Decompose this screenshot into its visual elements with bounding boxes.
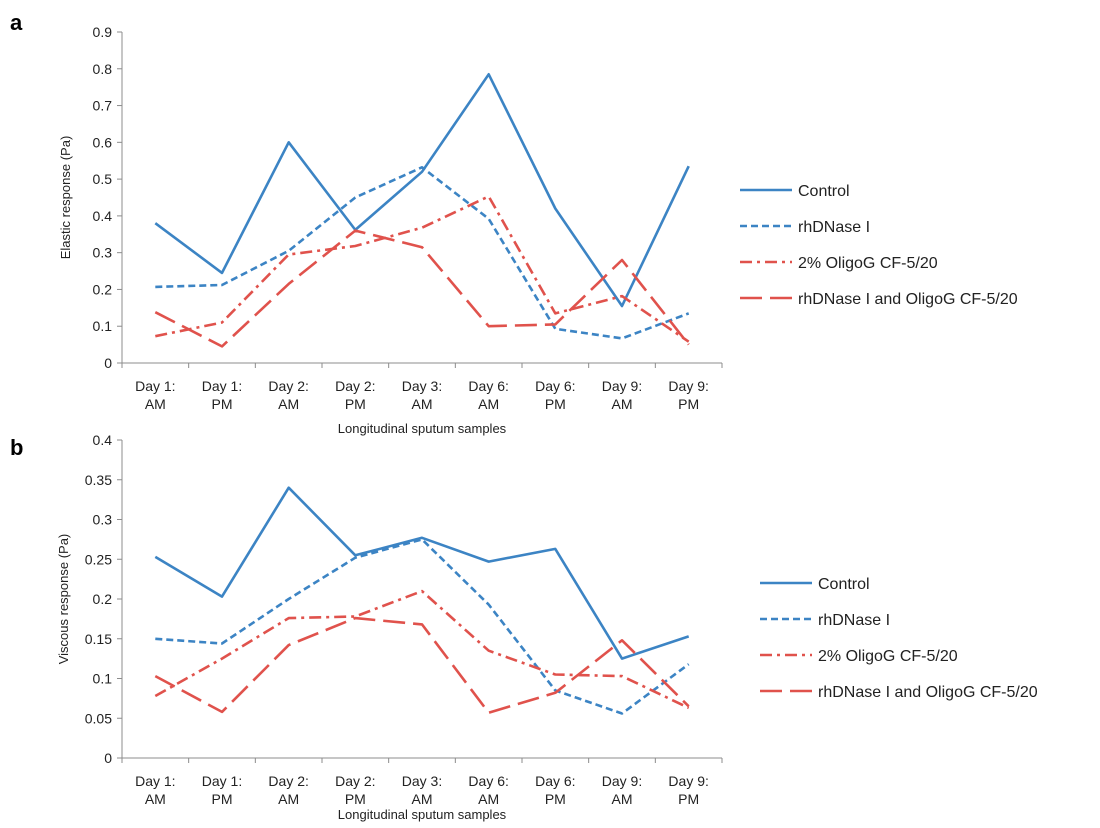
panel-a-category-label: PM bbox=[345, 396, 366, 412]
panel-a-category-label: PM bbox=[545, 396, 566, 412]
panel-a-category-label: AM bbox=[478, 396, 499, 412]
panel-a-y-tick-label: 0.7 bbox=[93, 98, 113, 114]
panel-b-y-tick-label: 0 bbox=[104, 750, 112, 766]
panel-a-y-axis-title: Elastic response (Pa) bbox=[58, 136, 73, 260]
panel-a-series-line-3 bbox=[155, 195, 690, 343]
panel-b-y-tick-label: 0.1 bbox=[93, 671, 113, 687]
panel-a-y-tick-label: 0.3 bbox=[93, 245, 113, 261]
panel-a-y-tick-label: 0.9 bbox=[93, 24, 113, 40]
panel-a-category-label: Day 6: bbox=[535, 378, 575, 394]
panel-b-category-label: PM bbox=[545, 791, 566, 807]
panel-b-series-line-2 bbox=[155, 538, 690, 715]
panel-b-category-label: PM bbox=[345, 791, 366, 807]
panel-b-y-axis-title: Viscous response (Pa) bbox=[56, 534, 71, 665]
panel-a-category-label: Day 9: bbox=[602, 378, 642, 394]
panel-a-letter: a bbox=[10, 10, 23, 35]
panel-a-y-tick-label: 0.4 bbox=[93, 208, 113, 224]
panel-b-category-label: PM bbox=[212, 791, 233, 807]
panel-a-category-label: Day 1: bbox=[202, 378, 242, 394]
panel-b-category-label: AM bbox=[478, 791, 499, 807]
panel-b-series-line-4 bbox=[154, 616, 690, 715]
panel-a-category-label: PM bbox=[212, 396, 233, 412]
panel-b-category-label: Day 6: bbox=[535, 773, 575, 789]
panel-b-legend-label: 2% OligoG CF-5/20 bbox=[818, 648, 958, 665]
panel-a-category-label: Day 1: bbox=[135, 378, 175, 394]
panel-b-y-tick-label: 0.15 bbox=[85, 631, 112, 647]
panel-a-category-label: Day 3: bbox=[402, 378, 442, 394]
panel-b-y-tick-label: 0.2 bbox=[93, 591, 113, 607]
panel-a-category-label: Day 6: bbox=[468, 378, 508, 394]
panel-a-y-tick-label: 0.6 bbox=[93, 134, 113, 150]
panel-b: b 0 0.05 0.1 0.15 0.2 0.25 0.3 0.35 0.4 Day 1: AM D… bbox=[10, 432, 1038, 822]
panel-b-series-line-1 bbox=[154, 486, 690, 660]
panel-b-y-tick-label: 0.05 bbox=[85, 710, 112, 726]
panel-a-category-label: AM bbox=[278, 396, 299, 412]
panel-b-category-label: AM bbox=[145, 791, 166, 807]
panel-a-x-axis-title: Longitudinal sputum samples bbox=[338, 421, 507, 436]
panel-a-category-label: AM bbox=[145, 396, 166, 412]
panel-a-y-tick-label: 0.8 bbox=[93, 61, 113, 77]
panel-b-category-label: AM bbox=[612, 791, 633, 807]
panel-a-y-tick-label: 0 bbox=[104, 355, 112, 371]
panel-b-y-tick-label: 0.4 bbox=[93, 432, 113, 448]
panel-b-series-line-3 bbox=[154, 589, 690, 710]
panel-a-category-label: PM bbox=[678, 396, 699, 412]
panel-a-legend-label: 2% OligoG CF-5/20 bbox=[798, 255, 938, 272]
panel-b-x-axis-title: Longitudinal sputum samples bbox=[338, 807, 507, 822]
panel-a-category-label: Day 9: bbox=[668, 378, 708, 394]
panel-b-category-label: Day 9: bbox=[668, 773, 708, 789]
panel-a-series-line-2 bbox=[155, 166, 690, 340]
panel-b-legend-label: rhDNase I bbox=[818, 612, 890, 629]
panel-b-category-label: Day 9: bbox=[602, 773, 642, 789]
panel-b-y-tick-label: 0.25 bbox=[85, 551, 112, 567]
panel-a-legend-label: rhDNase I and OligoG CF-5/20 bbox=[798, 291, 1018, 308]
panel-b-legend-label: rhDNase I and OligoG CF-5/20 bbox=[818, 684, 1038, 701]
panel-b-category-label: Day 1: bbox=[202, 773, 242, 789]
panel-a: a 0 0.1 0.2 0.3 0.4 0.5 0.6 0.7 0.8 0.9 Day 1: AM Da… bbox=[10, 10, 1018, 436]
panel-a-series-line-4 bbox=[154, 229, 690, 348]
panel-a-series-line-1 bbox=[154, 73, 690, 308]
panel-b-category-label: Day 1: bbox=[135, 773, 175, 789]
panel-b-category-label: Day 2: bbox=[335, 773, 375, 789]
panel-b-category-label: PM bbox=[678, 791, 699, 807]
panel-b-category-label: Day 2: bbox=[268, 773, 308, 789]
panel-a-y-tick-label: 0.5 bbox=[93, 171, 113, 187]
panel-b-y-tick-label: 0.35 bbox=[85, 472, 112, 488]
panel-b-letter: b bbox=[10, 435, 23, 460]
panel-a-category-label: AM bbox=[612, 396, 633, 412]
panel-b-category-label: AM bbox=[412, 791, 433, 807]
panel-b-y-tick-label: 0.3 bbox=[93, 512, 113, 528]
panel-a-category-label: Day 2: bbox=[268, 378, 308, 394]
panel-a-y-tick-label: 0.2 bbox=[93, 281, 113, 297]
panel-a-y-tick-label: 0.1 bbox=[93, 318, 113, 334]
panel-a-legend-label: Control bbox=[798, 183, 850, 200]
panel-a-category-label: Day 2: bbox=[335, 378, 375, 394]
panel-b-category-label: Day 6: bbox=[468, 773, 508, 789]
panel-b-category-label: AM bbox=[278, 791, 299, 807]
panel-a-category-label: AM bbox=[412, 396, 433, 412]
panel-b-legend-label: Control bbox=[818, 576, 870, 593]
panel-b-category-label: Day 3: bbox=[402, 773, 442, 789]
panel-a-legend-label: rhDNase I bbox=[798, 219, 870, 236]
